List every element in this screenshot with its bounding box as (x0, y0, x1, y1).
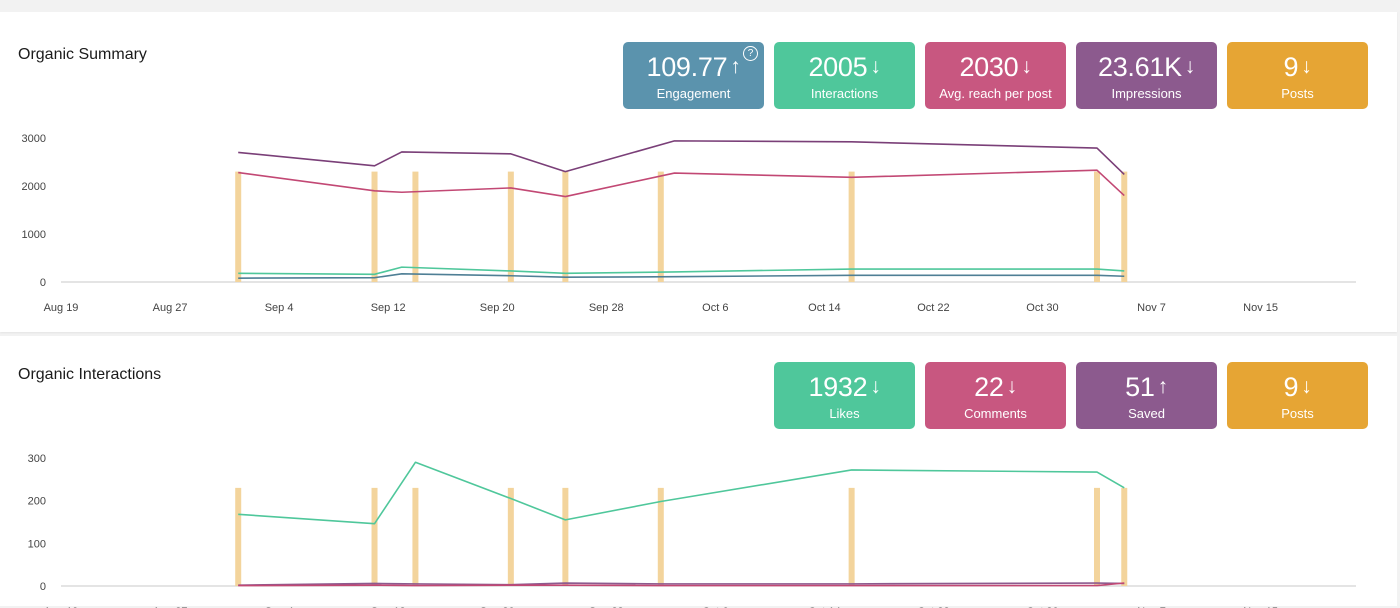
stat-card-value-row: 9 ↓ (1227, 52, 1368, 82)
series-line[interactable] (238, 461, 1125, 525)
stat-card-label: Interactions (810, 86, 879, 101)
stat-card-value: 2005 (808, 52, 868, 82)
stat-card-label: Posts (1281, 406, 1314, 421)
organic-summary-title: Organic Summary (18, 46, 147, 63)
stat-card-value: 109.77 (646, 52, 728, 82)
arrow-up-icon: ↑ (730, 55, 741, 78)
post-bar[interactable] (848, 487, 855, 586)
stat-card-posts[interactable]: 9 ↓ Posts (1227, 42, 1368, 109)
y-tick-label: 0 (40, 581, 46, 593)
stat-card-value-row: 109.77 ↑ (623, 52, 764, 82)
post-bar[interactable] (507, 171, 514, 282)
post-bar[interactable] (371, 487, 378, 586)
stat-card-value: 2030 (959, 52, 1019, 82)
stat-card-impressions[interactable]: 23.61K ↓ Impressions (1076, 42, 1217, 109)
help-icon[interactable]: ? (743, 46, 758, 61)
stat-card-value-row: 9 ↓ (1227, 372, 1368, 402)
stat-card-label: Impressions (1111, 86, 1182, 101)
summary-stat-cards: 109.77 ↑ Engagement? 2005 ↓ Interactions 2030 ↓… (623, 42, 1368, 109)
stat-card-label: Avg. reach per post (939, 86, 1052, 101)
y-tick-label: 100 (28, 538, 46, 550)
stat-card-value: 51 (1125, 372, 1155, 402)
post-bar[interactable] (657, 487, 664, 586)
x-tick-label: Oct 6 (702, 302, 728, 314)
post-bar[interactable] (657, 171, 664, 282)
stat-card-value-row: 2005 ↓ (774, 52, 915, 82)
y-tick-label: 300 (28, 453, 46, 465)
organic-summary-chart: 0 1000 2000 3000 Aug 19 Aug 27 Sep 4 Sep 12 Sep … (22, 133, 1356, 314)
y-tick-label: 2000 (22, 181, 46, 193)
post-bar[interactable] (1094, 171, 1100, 282)
stat-card-label: Likes (829, 406, 860, 421)
series-line[interactable] (238, 273, 1125, 279)
series-line[interactable] (238, 140, 1125, 176)
organic-summary-panel: Organic Summary 109.77 ↑ Engagement? 2005 ↓ I… (0, 12, 1397, 332)
stat-card-interactions[interactable]: 2005 ↓ Interactions (774, 42, 915, 109)
x-tick-label: Sep 4 (265, 302, 294, 314)
post-bar[interactable] (562, 171, 569, 282)
post-bar[interactable] (848, 171, 855, 282)
post-bar[interactable] (1094, 487, 1100, 586)
stat-card-value: 9 (1283, 372, 1299, 402)
post-bar[interactable] (1121, 487, 1128, 586)
interactions-stat-cards: 1932 ↓ Likes 22 ↓ Comments 51 ↑ Saved 9 ↓ Posts (774, 362, 1368, 429)
stat-card-value: 1932 (808, 372, 868, 402)
x-tick-label: Nov 7 (1137, 302, 1166, 314)
stat-card-engagement[interactable]: 109.77 ↑ Engagement? (623, 42, 764, 109)
stat-card-label: Saved (1128, 406, 1165, 421)
arrow-down-icon: ↓ (870, 55, 881, 78)
x-tick-label: Aug 27 (153, 302, 188, 314)
stat-card-label: Engagement (656, 86, 731, 101)
arrow-down-icon: ↓ (1301, 375, 1312, 398)
series-line[interactable] (238, 169, 1125, 198)
stat-card-value-row: 1932 ↓ (774, 372, 915, 402)
series-line[interactable] (238, 266, 1125, 276)
post-bar[interactable] (562, 487, 569, 586)
stat-card-value: 9 (1283, 52, 1299, 82)
arrow-down-icon: ↓ (1301, 55, 1312, 78)
stat-card-saved[interactable]: 51 ↑ Saved (1076, 362, 1217, 429)
stat-card-value-row: 2030 ↓ (925, 52, 1066, 82)
organic-interactions-panel: Organic Interactions 1932 ↓ Likes 22 ↓ Commen… (0, 336, 1397, 608)
x-tick-label: Aug 19 (44, 302, 79, 314)
arrow-down-icon: ↓ (1006, 375, 1018, 398)
post-bar[interactable] (412, 487, 419, 586)
stat-card-label: Posts (1281, 86, 1314, 101)
stat-card-value: 23.61K (1098, 52, 1182, 82)
stat-card-comments[interactable]: 22 ↓ Comments (925, 362, 1066, 429)
x-tick-label: Sep 28 (589, 302, 624, 314)
post-bar[interactable] (412, 171, 419, 282)
x-tick-label: Oct 22 (917, 302, 949, 314)
stat-card-value: 22 (974, 372, 1004, 402)
x-tick-label: Sep 20 (480, 302, 515, 314)
y-tick-label: 200 (28, 496, 46, 508)
y-tick-label: 0 (40, 277, 46, 289)
arrow-up-icon: ↑ (1157, 375, 1169, 398)
stat-card-likes[interactable]: 1932 ↓ Likes (774, 362, 915, 429)
arrow-down-icon: ↓ (1184, 55, 1196, 78)
stat-card-posts[interactable]: 9 ↓ Posts (1227, 362, 1368, 429)
stat-card-value-row: 22 ↓ (925, 372, 1066, 402)
y-tick-label: 1000 (22, 229, 46, 241)
organic-interactions-title: Organic Interactions (18, 366, 162, 383)
x-tick-label: Sep 12 (371, 302, 406, 314)
post-bar[interactable] (235, 171, 242, 282)
stat-card-label: Comments (964, 406, 1027, 421)
x-tick-label: Oct 30 (1026, 302, 1058, 314)
post-bar[interactable] (1121, 171, 1128, 282)
post-bar[interactable] (235, 487, 242, 586)
series-line[interactable] (238, 582, 1125, 586)
y-tick-label: 3000 (22, 133, 46, 145)
arrow-down-icon: ↓ (870, 375, 881, 398)
arrow-down-icon: ↓ (1021, 55, 1032, 78)
x-tick-label: Nov 15 (1243, 302, 1278, 314)
post-bar[interactable] (507, 487, 514, 586)
series-line[interactable] (238, 582, 1125, 587)
x-tick-label: Oct 14 (808, 302, 840, 314)
stat-card-value-row: 51 ↑ (1076, 372, 1217, 402)
post-bar[interactable] (371, 171, 378, 282)
stat-card-avg-reach-per-post[interactable]: 2030 ↓ Avg. reach per post (925, 42, 1066, 109)
stat-card-value-row: 23.61K ↓ (1076, 52, 1217, 82)
